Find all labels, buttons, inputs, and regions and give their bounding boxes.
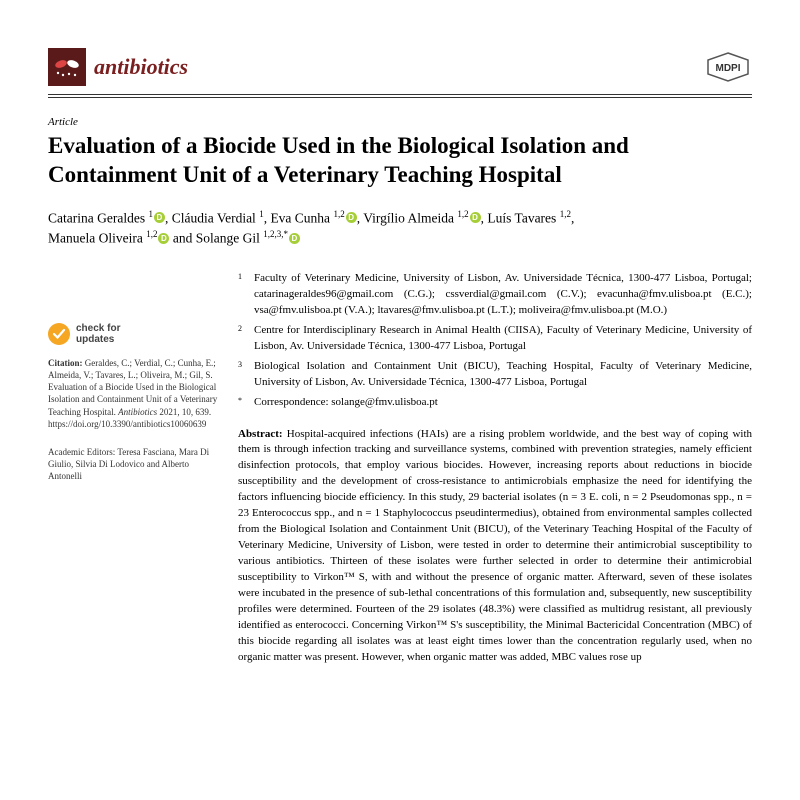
main-column: 1Faculty of Veterinary Medicine, Univers… [238, 271, 752, 666]
affiliations: 1Faculty of Veterinary Medicine, Univers… [238, 271, 752, 411]
author-1: Catarina Geraldes [48, 210, 145, 225]
check-updates-text: check forupdates [76, 323, 120, 345]
authors-list: Catarina Geraldes 1, Cláudia Verdial 1, … [48, 208, 752, 250]
page-header: antibiotics MDPI [48, 48, 752, 86]
orcid-icon [158, 233, 169, 244]
publisher-text: MDPI [716, 63, 741, 74]
sidebar: check forupdates Citation: Geraldes, C.;… [48, 271, 218, 666]
author-3: Eva Cunha [270, 210, 330, 225]
journal-logo-icon [48, 48, 86, 86]
orcid-icon [154, 212, 165, 223]
orcid-icon [470, 212, 481, 223]
affiliation-row: 1Faculty of Veterinary Medicine, Univers… [238, 271, 752, 319]
author-6: Manuela Oliveira [48, 231, 143, 246]
author-4: Virgílio Almeida [363, 210, 454, 225]
author-2: Cláudia Verdial [172, 210, 256, 225]
check-icon [48, 323, 70, 345]
publisher-logo: MDPI [704, 51, 752, 83]
affiliation-row: 2Centre for Interdisciplinary Research i… [238, 323, 752, 355]
correspondence-row: *Correspondence: solange@fmv.ulisboa.pt [238, 395, 752, 411]
affiliation-row: 3Biological Isolation and Containment Un… [238, 359, 752, 391]
editors-block: Academic Editors: Teresa Fasciana, Mara … [48, 446, 218, 482]
header-rule-2 [48, 97, 752, 98]
journal-brand: antibiotics [48, 48, 188, 86]
author-7: Solange Gil [196, 231, 260, 246]
article-type: Article [48, 116, 752, 128]
author-5: Luís Tavares [487, 210, 556, 225]
orcid-icon [346, 212, 357, 223]
article-title: Evaluation of a Biocide Used in the Biol… [48, 132, 752, 190]
citation-block: Citation: Geraldes, C.; Verdial, C.; Cun… [48, 357, 218, 430]
header-rule-1 [48, 94, 752, 95]
journal-name: antibiotics [94, 54, 188, 80]
orcid-icon [289, 233, 300, 244]
abstract: Abstract: Hospital-acquired infections (… [238, 427, 752, 666]
check-updates-badge[interactable]: check forupdates [48, 323, 218, 345]
